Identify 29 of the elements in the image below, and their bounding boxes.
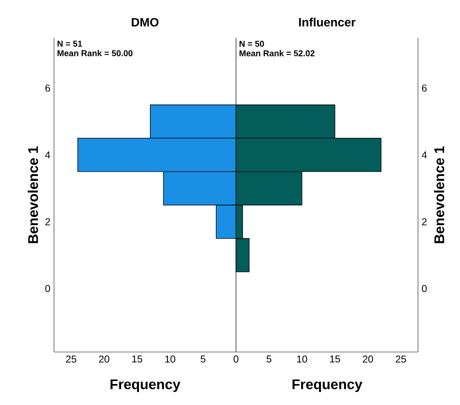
x-tick-label: 5	[200, 356, 206, 363]
x-tick-label: 5	[266, 356, 272, 363]
x-axis-title: Frequency	[110, 379, 180, 392]
x-tick-label: 15	[330, 356, 340, 363]
x-tick-label: 10	[165, 356, 176, 363]
x-tick-label: 0	[234, 356, 238, 363]
y-tick-label: 4	[422, 151, 427, 158]
x-tick-label: 20	[362, 356, 374, 363]
chart-title: DMO	[132, 18, 158, 26]
annotation: N = 50	[240, 40, 264, 47]
x-axis-title: Frequency	[292, 379, 362, 392]
annotation: Mean Rank = 50.00	[58, 50, 132, 56]
x-tick-label: 25	[66, 356, 76, 363]
y-axis-title: Benevolence 1	[28, 146, 38, 244]
y-axis-title: Benevolence 1	[434, 146, 444, 244]
y-tick-label: 2	[422, 218, 427, 226]
y-tick-label: 2	[45, 218, 50, 226]
y-tick-label: 0	[45, 284, 50, 292]
x-tick-label: 25	[396, 356, 406, 363]
y-tick-label: 6	[45, 84, 50, 92]
annotation: N = 51	[58, 40, 82, 47]
y-tick-label: 4	[45, 151, 50, 158]
y-tick-label: 0	[422, 284, 427, 292]
x-tick-label: 20	[99, 356, 110, 363]
x-tick-label: 10	[297, 356, 308, 363]
y-tick-label: 6	[422, 84, 427, 92]
chart-title: Influencer	[299, 18, 356, 26]
annotation: Mean Rank = 52.02	[240, 50, 315, 56]
x-tick-label: 15	[132, 356, 142, 363]
